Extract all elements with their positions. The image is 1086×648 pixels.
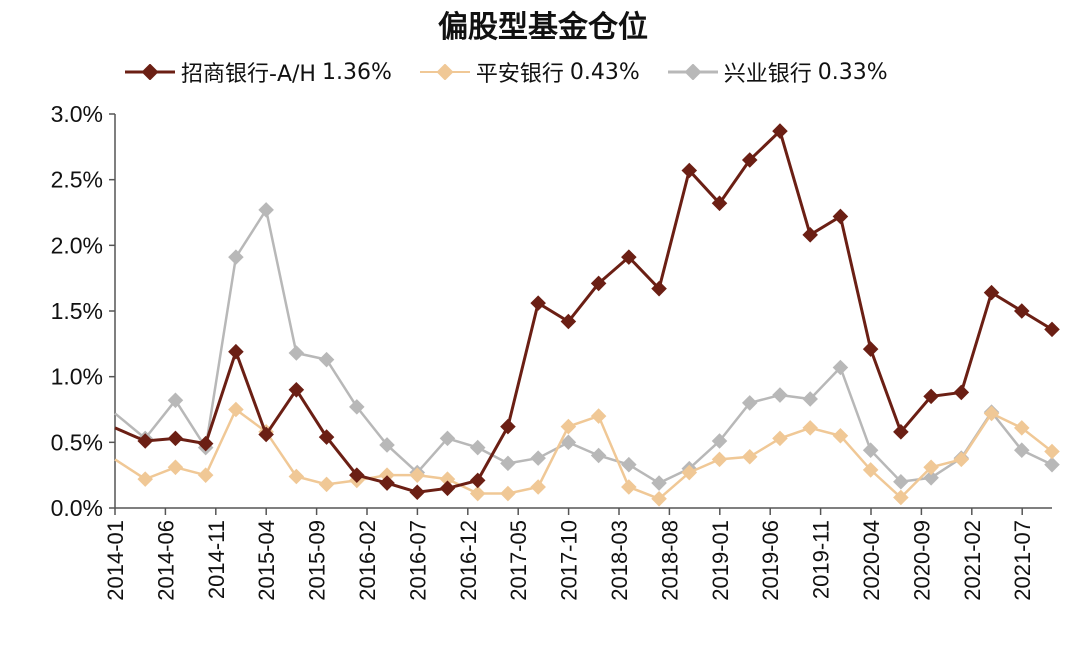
x-tick-label: 2015-04	[254, 520, 279, 601]
data-point-0	[711, 195, 728, 212]
data-point-0	[469, 472, 486, 489]
data-point-1	[318, 476, 335, 493]
data-point-1	[772, 430, 788, 447]
data-point-2	[228, 249, 244, 265]
data-point-0	[832, 208, 849, 225]
legend-value-cmb: 1.36%	[321, 59, 392, 85]
data-point-0	[228, 343, 244, 360]
data-point-0	[953, 384, 970, 401]
data-point-1	[953, 451, 970, 468]
data-point-0	[409, 484, 426, 501]
y-tick-label: 2.5%	[51, 167, 103, 193]
data-point-1	[500, 485, 516, 502]
data-point-0	[862, 341, 879, 357]
x-tick-label: 2015-09	[305, 520, 330, 601]
data-point-0	[530, 295, 546, 311]
legend-value-pingan: 0.43%	[569, 59, 640, 85]
x-tick-label: 2014-11	[204, 520, 229, 599]
data-point-1	[802, 420, 818, 436]
series-line-2	[114, 206, 1053, 485]
legend-label-pingan: 平安银行	[475, 62, 564, 87]
data-point-2	[772, 387, 788, 403]
x-tick-label: 2020-04	[859, 520, 884, 601]
data-point-1	[590, 408, 607, 424]
x-tick-label: 2016-12	[456, 520, 481, 601]
y-tick-label: 2.0%	[51, 232, 103, 258]
data-point-1	[167, 459, 184, 476]
data-point-1	[409, 467, 426, 483]
data-point-0	[802, 227, 818, 243]
x-tick-label: 2019-01	[708, 520, 733, 601]
data-point-2	[651, 475, 667, 491]
data-point-2	[318, 351, 335, 368]
data-point-0	[681, 162, 698, 179]
legend: 招商银行-A/H 1.36% 平安银行 0.43% 兴业银行 0.33%	[125, 56, 888, 88]
series-line-1	[114, 407, 1053, 501]
y-tick-label: 0.0%	[51, 495, 103, 521]
data-point-2	[258, 202, 274, 218]
data-point-0	[1013, 303, 1030, 319]
data-point-2	[167, 392, 184, 409]
data-point-1	[288, 468, 305, 485]
x-tick-label: 2016-02	[355, 520, 380, 601]
y-tick-label: 1.5%	[51, 298, 103, 324]
data-point-0	[741, 152, 758, 168]
legend-item-cmb: 招商银行-A/H 1.36%	[125, 56, 392, 88]
data-point-0	[167, 430, 184, 447]
y-tick-label: 0.5%	[51, 429, 103, 455]
x-tick-label: 2019-06	[758, 520, 783, 601]
data-point-2	[288, 345, 305, 361]
data-point-1	[560, 418, 577, 435]
x-tick-label: 2018-03	[607, 520, 632, 601]
x-tick-label: 2019-11	[809, 520, 834, 599]
y-tick-label: 3.0%	[51, 101, 103, 127]
data-point-2	[530, 450, 546, 466]
data-point-0	[500, 418, 516, 435]
data-point-2	[621, 456, 637, 473]
x-tick-label: 2017-05	[506, 520, 531, 601]
chart-title: 偏股型基金仓位	[438, 10, 648, 45]
data-point-2	[590, 447, 607, 464]
data-point-2	[469, 439, 486, 456]
data-point-0	[983, 284, 1000, 301]
legend-marker-pingan	[419, 64, 470, 80]
data-point-1	[197, 467, 214, 483]
legend-value-cib: 0.33%	[817, 59, 888, 85]
data-point-1	[711, 451, 728, 468]
y-tick-label: 1.0%	[51, 364, 103, 390]
data-point-0	[197, 435, 214, 452]
data-point-1	[621, 479, 637, 495]
data-point-1	[228, 401, 244, 418]
x-tick-label: 2014-06	[153, 520, 178, 601]
x-tick-label: 2020-09	[909, 520, 934, 601]
series-line-0	[114, 128, 1053, 494]
legend-marker-cmb	[125, 64, 175, 80]
data-point-2	[1044, 456, 1060, 473]
data-point-2	[500, 455, 516, 472]
legend-item-pingan: 平安银行 0.43%	[419, 56, 640, 88]
data-point-0	[1044, 321, 1060, 338]
x-tick-label: 2021-02	[960, 520, 985, 601]
data-point-1	[1044, 443, 1060, 460]
data-point-0	[379, 475, 395, 491]
x-tick-label: 2021-07	[1010, 520, 1035, 601]
legend-label-cmb: 招商银行-A/H	[181, 62, 316, 87]
x-tick-label: 2014-01	[103, 520, 128, 601]
data-point-0	[137, 433, 154, 449]
legend-marker-cib	[667, 64, 718, 80]
x-tick-label: 2016-07	[405, 520, 430, 601]
x-tick-label: 2018-08	[657, 520, 682, 601]
legend-label-cib: 兴业银行	[723, 62, 812, 87]
data-point-1	[530, 479, 546, 495]
data-point-1	[137, 471, 154, 487]
x-tick-label: 2017-10	[557, 520, 582, 601]
data-point-1	[741, 449, 758, 465]
legend-item-cib: 兴业银行 0.33%	[667, 56, 888, 88]
